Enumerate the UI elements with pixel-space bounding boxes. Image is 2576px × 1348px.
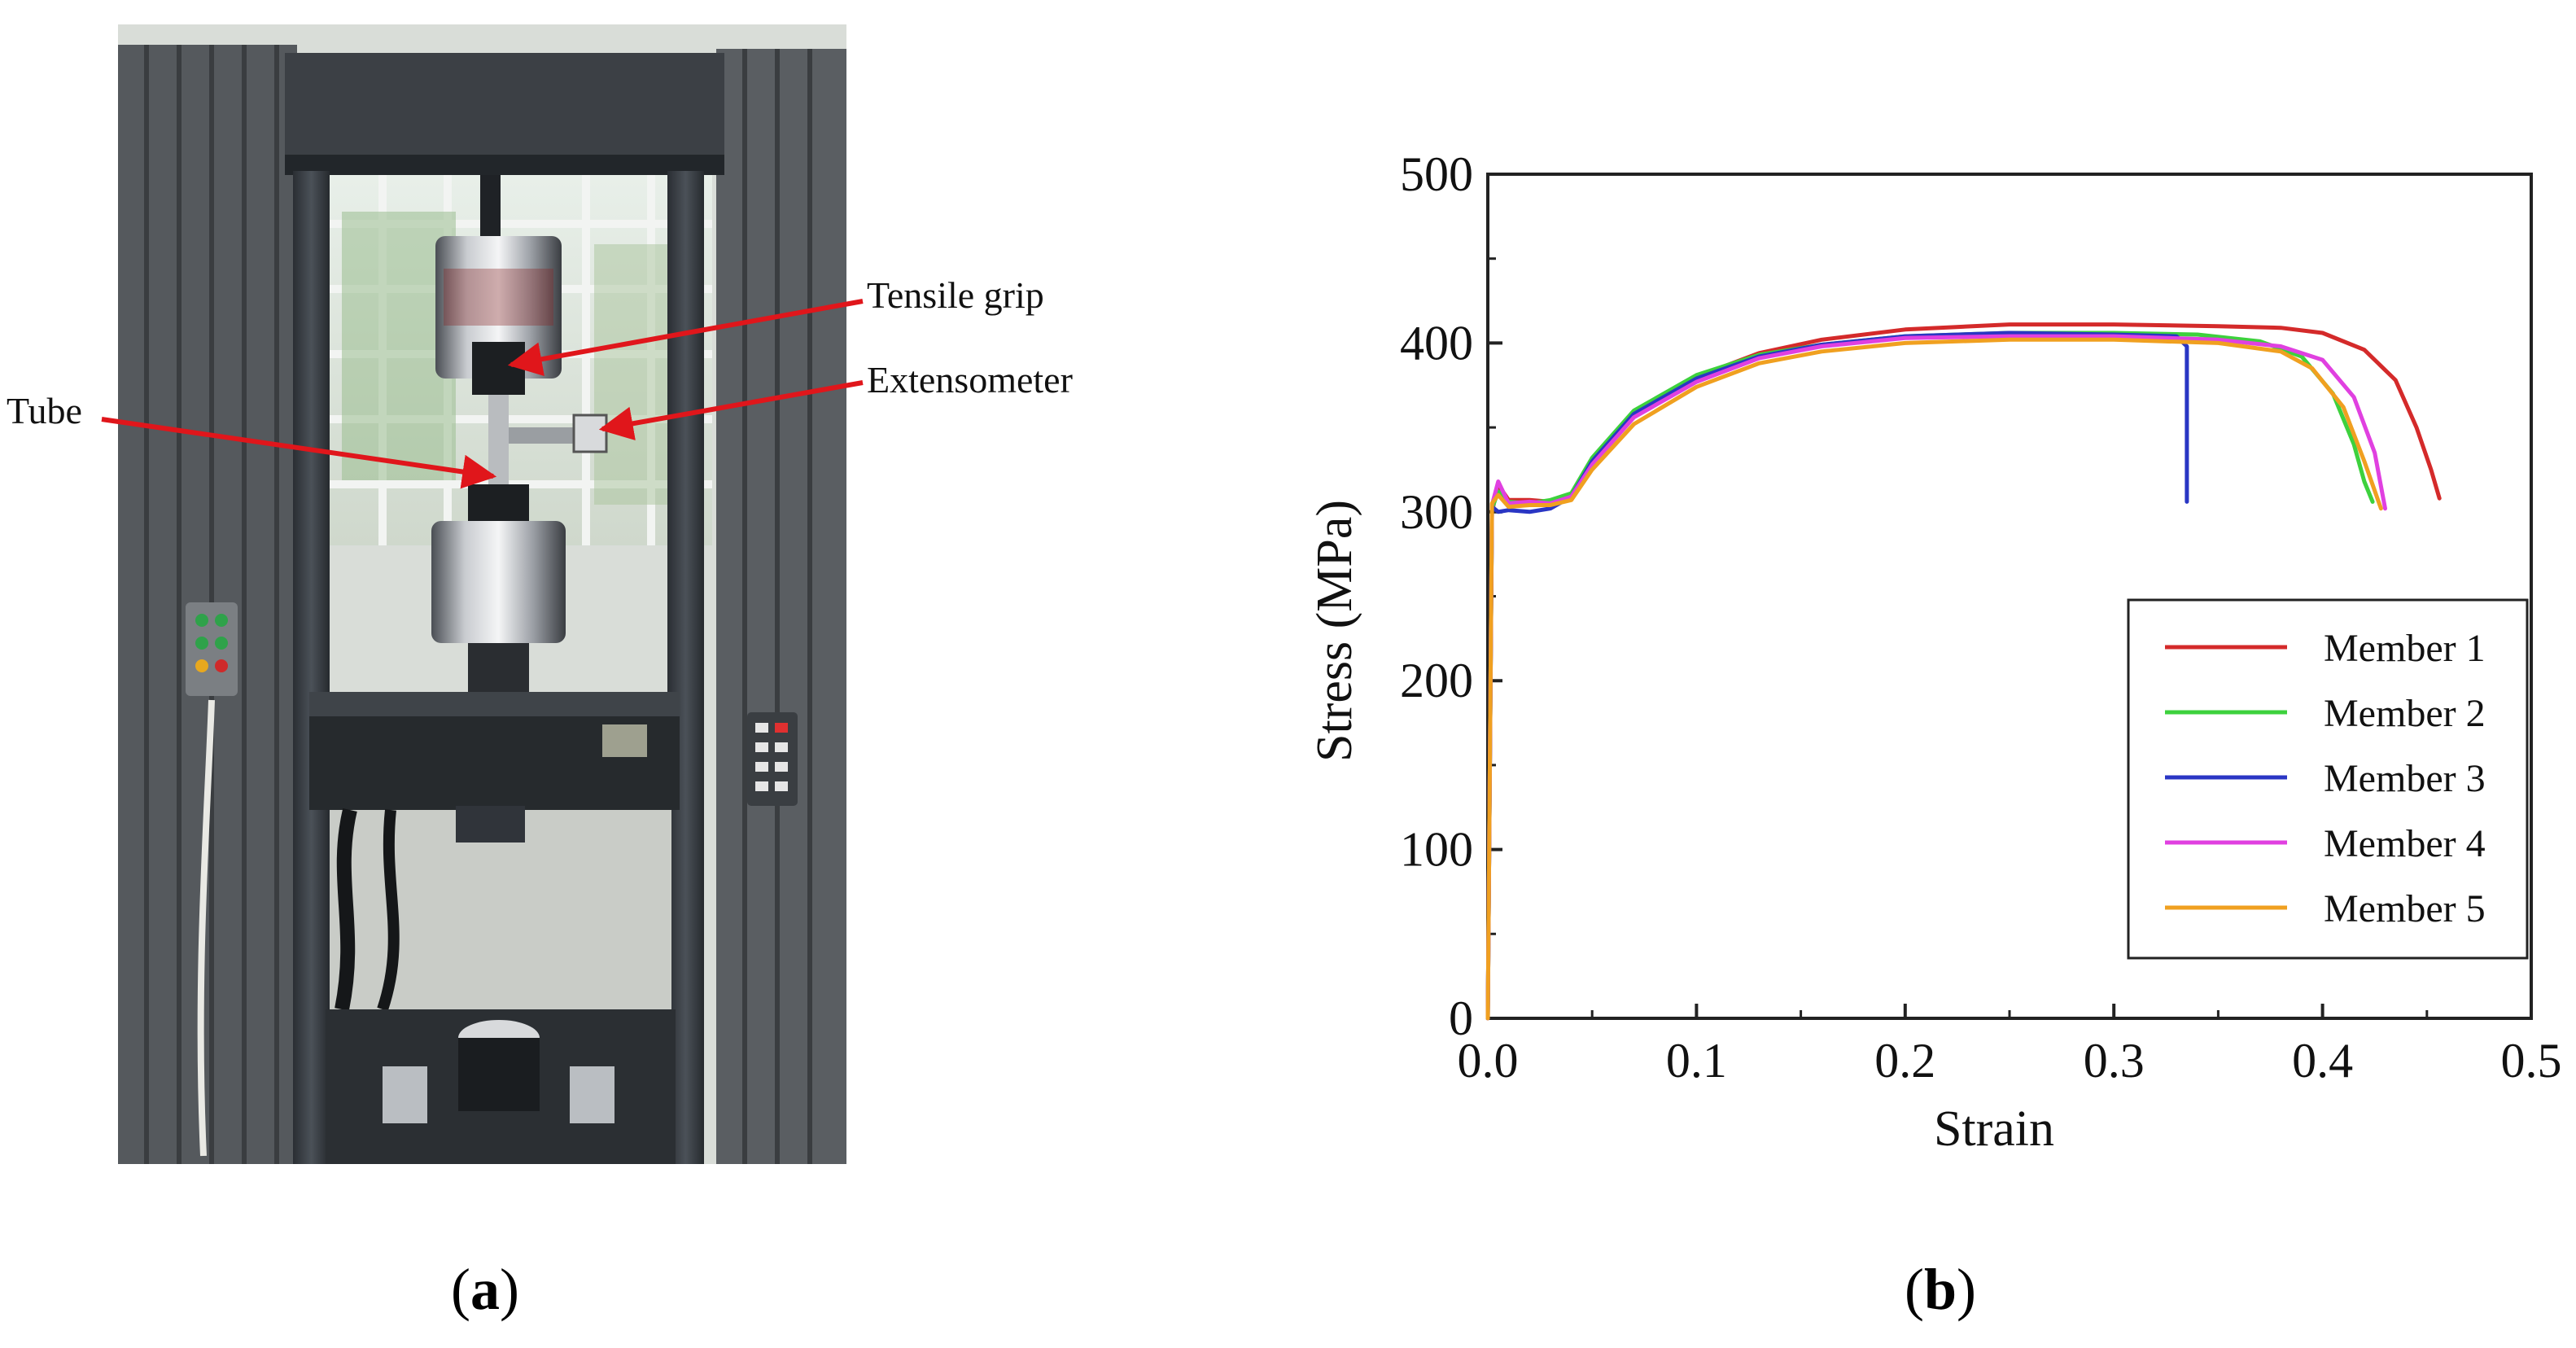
x-tick-label: 0.5 [2501,1034,2562,1088]
x-axis-title: Strain [1934,1101,2054,1157]
legend-label: Member 5 [2324,887,2486,930]
x-tick-label: 0.3 [2084,1034,2145,1088]
tube-arrow [101,417,497,489]
x-tick-label: 0.4 [2292,1034,2353,1088]
testing-machine-photo [118,24,846,1164]
axis-ticks: 0.0 0.1 0.2 0.3 0.4 0.5 0 100 200 300 400 500 [1400,147,2562,1088]
y-tick-label: 100 [1400,823,1473,877]
legend-label: Member 1 [2324,627,2486,670]
legend-label: Member 3 [2324,757,2486,800]
tube-label: Tube [7,390,82,431]
y-tick-label: 200 [1400,654,1473,707]
y-tick-label: 400 [1400,316,1473,370]
series-line-member-5 [1485,337,2383,1021]
y-tick-label: 500 [1400,147,1473,201]
x-tick-label: 0.2 [1874,1034,1935,1088]
caption-b: (b) [1905,1257,1976,1322]
extensometer-arrow [598,380,864,441]
x-tick-label: 0.0 [1458,1034,1519,1088]
annotation-arrows [101,299,864,489]
x-tick-label: 0.1 [1666,1034,1727,1088]
stress-strain-chart: 0.0 0.1 0.2 0.3 0.4 0.5 0 100 200 300 400 500 Strai… [1307,147,2562,1157]
tensile-grip-label: Tensile grip [867,274,1044,316]
legend-label: Member 2 [2324,692,2486,735]
y-tick-label: 300 [1400,485,1473,539]
tensile-grip-arrow [507,299,864,376]
extensometer-label: Extensometer [867,359,1073,400]
caption-a: (a) [451,1257,519,1322]
y-tick-label: 0 [1449,991,1473,1045]
y-axis-title: Stress (MPa) [1307,500,1362,762]
series-line-member-1 [1485,322,2442,1021]
series-line-member-4 [1485,334,2387,1021]
series-lines [1485,322,2442,1021]
legend: Member 1 Member 2 Member 3 Member 4 Member 5 [2127,598,2529,960]
legend-label: Member 4 [2324,822,2486,865]
series-line-member-3 [1485,330,2189,1021]
